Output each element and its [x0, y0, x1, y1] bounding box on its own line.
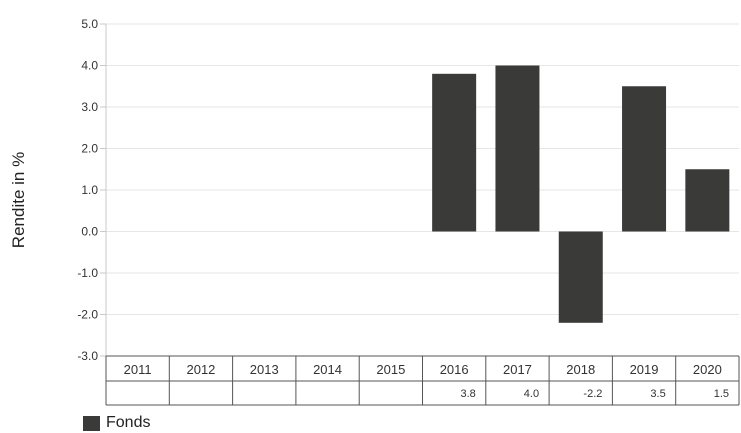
value-label: -2.2: [583, 388, 602, 400]
y-axis-ticks: 5.0 4.0 3.0 2.0 1.0 0.0 -1.0 -2.0 -3.0: [77, 17, 107, 363]
bar-2020: [685, 169, 730, 232]
category-label: 2014: [313, 362, 342, 377]
y-tick-label: 5.0: [81, 17, 98, 31]
y-tick-label: 4.0: [81, 59, 98, 73]
bar-2019: [622, 86, 667, 232]
y-tick-label: -1.0: [77, 266, 98, 280]
category-label: 2015: [376, 362, 405, 377]
category-label: 2020: [693, 362, 722, 377]
bar-2017: [495, 65, 540, 232]
legend-swatch-fonds: [83, 415, 100, 431]
y-tick-label: 1.0: [81, 183, 98, 197]
category-label: 2018: [566, 362, 595, 377]
y-tick-label: 2.0: [81, 142, 98, 156]
bar-2018: [558, 231, 603, 323]
category-label: 2016: [440, 362, 469, 377]
category-label: 2011: [124, 362, 152, 377]
bars: [432, 65, 730, 323]
y-tick-label: -3.0: [77, 349, 98, 363]
data-table: 2011 2012 2013 2014 2015 2016 3.8 2017 4.0 2018 -2…: [105, 355, 740, 406]
y-tick-label: -2.0: [77, 308, 98, 322]
category-label: 2013: [250, 362, 279, 377]
y-tick-label: 3.0: [81, 100, 98, 114]
value-label: 3.5: [650, 388, 665, 400]
y-tick-label: 0.0: [81, 225, 98, 239]
value-label: 3.8: [461, 388, 476, 400]
value-label: 1.5: [714, 388, 729, 400]
category-label: 2019: [630, 362, 659, 377]
y-axis-label: Rendite in %: [9, 152, 28, 248]
category-label: 2017: [503, 362, 532, 377]
legend: Fonds: [83, 413, 150, 433]
legend-label-fonds: Fonds: [106, 414, 151, 431]
value-label: 4.0: [524, 388, 539, 400]
category-label: 2012: [186, 362, 215, 377]
bar-2016: [432, 73, 477, 232]
